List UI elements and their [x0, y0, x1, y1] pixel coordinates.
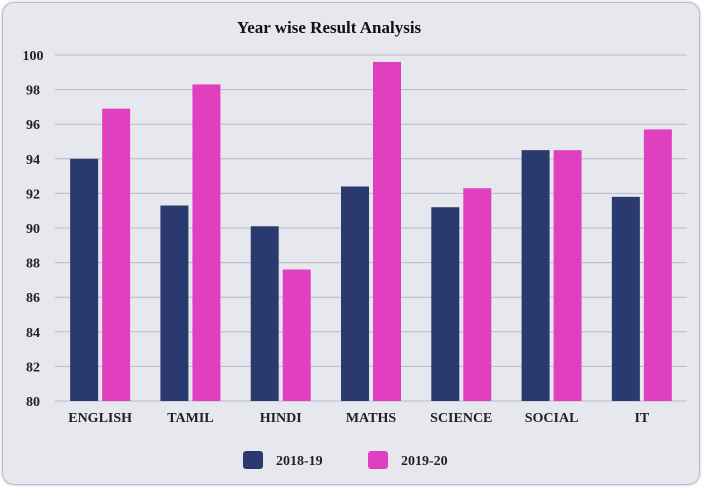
legend-label: 2018-19	[276, 454, 323, 469]
bar-2019-20-maths	[373, 61, 401, 402]
x-category-label: SCIENCE	[430, 411, 492, 426]
x-category-label: HINDI	[260, 411, 302, 426]
legend-label: 2019-20	[401, 454, 448, 469]
bar-2019-20-it	[643, 129, 672, 401]
x-category-label: ENGLISH	[68, 411, 132, 426]
bar-2019-20-social	[553, 150, 582, 401]
y-tick-label: 92	[26, 187, 40, 202]
bar-2018-19-social	[521, 150, 550, 401]
bars	[70, 61, 672, 402]
x-category-label: SOCIAL	[525, 411, 579, 426]
bar-2018-19-maths	[341, 186, 369, 401]
y-tick-label: 86	[26, 291, 40, 306]
y-tick-label: 100	[23, 49, 44, 64]
x-category-label: TAMIL	[167, 411, 213, 426]
bar-2018-19-english	[70, 158, 99, 401]
x-axis-labels: ENGLISH TAMIL HINDI MATHS SCIENCE SOCIAL IT	[68, 411, 650, 426]
grid-lines	[55, 54, 687, 402]
bar-2018-19-hindi	[250, 226, 279, 401]
bar-2019-20-science	[463, 188, 492, 401]
bar-2018-19-it	[611, 196, 640, 401]
bar-2018-19-tamil	[160, 205, 189, 401]
y-tick-label: 82	[26, 360, 40, 375]
bar-2019-20-english	[102, 108, 131, 401]
y-tick-label: 96	[26, 118, 40, 133]
y-tick-label: 90	[26, 222, 40, 237]
bar-2018-19-science	[431, 207, 460, 401]
x-category-label: MATHS	[346, 411, 397, 426]
y-tick-label: 84	[26, 326, 40, 341]
bar-chart: Year wise Result Analysis 80 82 84 86 88 90 92…	[23, 18, 687, 469]
chart-title: Year wise Result Analysis	[237, 18, 422, 37]
y-axis-ticks: 80 82 84 86 88 90 92 94 96 98 100	[23, 49, 44, 410]
x-category-label: IT	[634, 411, 649, 426]
y-tick-label: 98	[26, 84, 40, 99]
bar-2019-20-tamil	[192, 84, 221, 401]
legend: 2018-19 2019-20	[243, 451, 448, 469]
legend-swatch	[243, 451, 263, 469]
y-tick-label: 88	[26, 257, 40, 272]
legend-swatch	[368, 451, 388, 469]
bar-2019-20-hindi	[282, 269, 311, 401]
y-tick-label: 94	[26, 153, 40, 168]
y-tick-label: 80	[26, 395, 40, 410]
